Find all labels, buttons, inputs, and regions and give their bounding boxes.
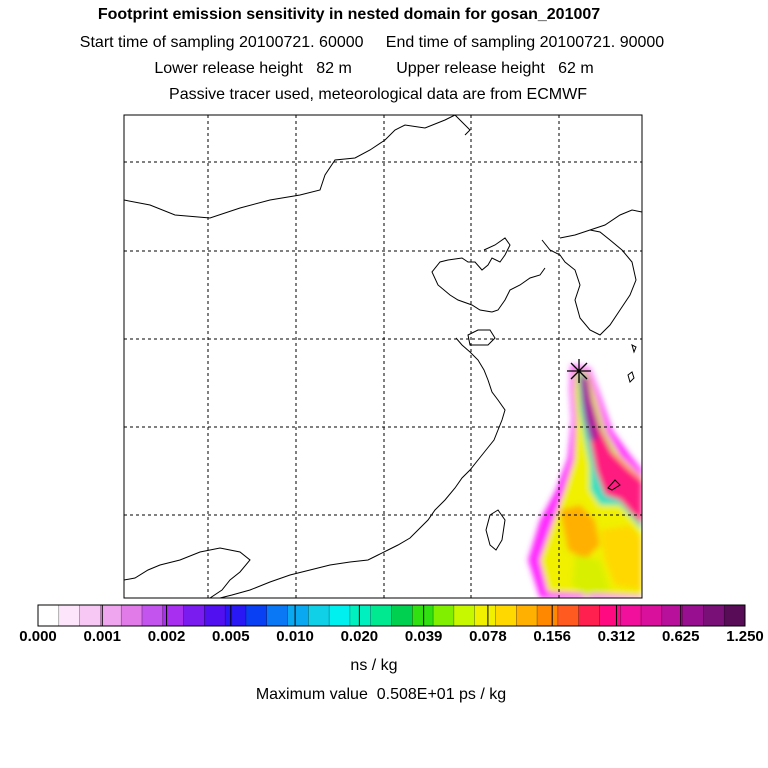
colorbar-swatch [183,605,205,626]
star-icon [567,359,591,383]
colorbar-swatch [433,605,455,626]
lat-lon-grid [124,115,642,598]
colorbar-tick-label: 0.020 [340,628,379,645]
colorbar-swatch [724,605,746,626]
coastlines [124,115,642,598]
colorbar-swatch [661,605,684,626]
title-line-1: Footprint emission sensitivity in nested… [97,6,601,23]
colorbar-swatch [703,605,725,626]
title-line-2: Start time of sampling 20100721. 60000 E… [79,34,665,51]
colorbar-tick-label: 0.000 [19,628,57,645]
maximum-value-text: Maximum value 0.508E+01 ps / kg [255,686,507,703]
colorbar-swatch [58,605,81,626]
colorbar-swatch [329,605,351,626]
colorbar-swatch [245,605,268,626]
footprint-plume [528,365,642,598]
colorbar-tick-label: 0.156 [533,628,571,645]
colorbar-swatch [121,605,143,626]
colorbar-swatch [308,605,330,626]
colorbar-swatch [79,605,101,626]
colorbar-swatch [287,605,309,626]
colorbar-swatch [266,605,289,626]
colorbar-tick-label: 0.010 [276,628,314,645]
colorbar-tick-label: 0.039 [404,628,443,645]
colorbar-swatch [370,605,392,626]
colorbar-swatch [557,605,580,626]
colorbar-swatch [412,605,434,626]
colorbar-swatch [537,605,559,626]
colorbar-swatch [162,605,185,626]
colorbar-swatch [495,605,517,626]
colorbar-swatch [225,605,247,626]
colorbar-units: ns / kg [350,657,398,674]
colorbar-tick-label: 0.312 [597,628,636,645]
colorbar-tick-label: 1.250 [726,628,764,645]
colorbar-swatch [100,605,122,626]
map-frame [123,114,643,599]
colorbar-swatch [578,605,600,626]
colorbar-swatch [599,605,621,626]
colorbar-swatch [38,605,60,626]
colorbar-tick-label: 0.001 [83,628,122,645]
colorbar-swatch [349,605,372,626]
colorbar-swatch [516,605,538,626]
colorbar-tick-label: 0.625 [661,628,700,645]
colorbar-swatch [391,605,413,626]
colorbar-swatch [474,605,496,626]
title-line-4: Passive tracer used, meteorological data… [169,86,587,103]
colorbar-tick-label: 0.005 [212,628,250,645]
colorbar-swatch [453,605,476,626]
colorbar-swatch [141,605,164,626]
colorbar-tick-label: 0.078 [469,628,507,645]
title-line-3: Lower release height 82 m Upper release … [154,60,594,77]
colorbar-swatch [682,605,704,626]
colorbar-tick-label: 0.002 [147,628,186,645]
colorbar-swatch [204,605,226,626]
colorbar-swatch [641,605,663,626]
colorbar-swatch [620,605,642,626]
